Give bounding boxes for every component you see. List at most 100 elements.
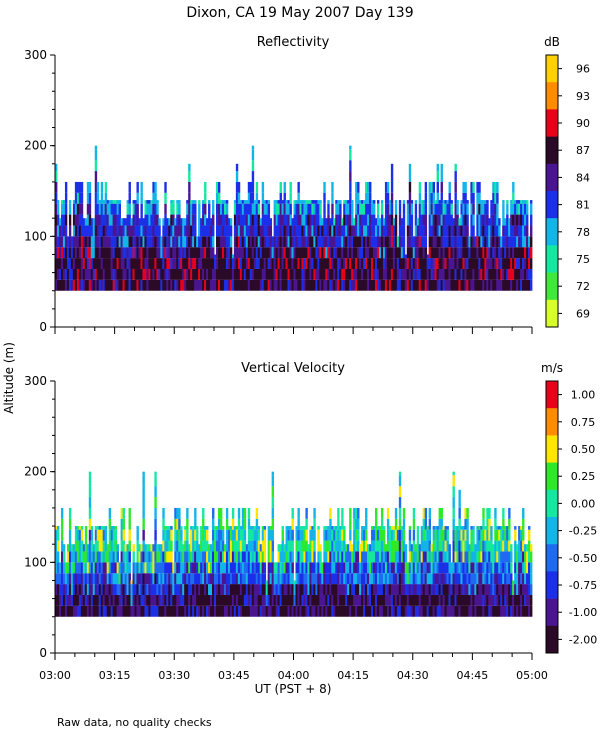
reflectivity-gate: [492, 203, 495, 215]
reflectivity-gate: [204, 258, 207, 269]
vertical-velocity-gate: [172, 562, 175, 574]
reflectivity-gate: [365, 268, 368, 280]
reflectivity-gate: [305, 268, 308, 280]
vertical-velocity-gate: [402, 594, 406, 606]
vertical-velocity-gate: [456, 584, 459, 595]
reflectivity-gate: [62, 279, 66, 291]
reflectivity-gate: [436, 268, 439, 280]
reflectivity-gate: [394, 247, 398, 259]
reflectivity-gate: [68, 214, 72, 226]
reflectivity-gate: [94, 203, 98, 215]
reflectivity-gate: [347, 200, 350, 204]
vertical-velocity-gate: [390, 573, 394, 585]
reflectivity-gate: [347, 279, 350, 291]
vertical-velocity-gate: [70, 551, 74, 563]
vertical-velocity-gate: [114, 573, 118, 585]
vertical-velocity-gate: [392, 584, 396, 595]
vertical-velocity-gate: [172, 584, 175, 595]
reflectivity-gate: [176, 268, 179, 280]
reflectivity-gate: [148, 203, 151, 215]
reflectivity-gate: [221, 214, 225, 226]
vertical-velocity-gate: [490, 573, 493, 585]
vertical-velocity-column: [245, 544, 249, 617]
reflectivity-gate: [245, 214, 249, 226]
reflectivity-gate: [58, 247, 62, 259]
reflectivity-column: [315, 200, 318, 291]
vertical-velocity-gate: [74, 584, 78, 595]
vertical-velocity-gate: [514, 605, 517, 617]
vertical-velocity-gate: [190, 529, 193, 541]
reflectivity-gate: [428, 247, 432, 259]
vertical-velocity-gate: [289, 551, 292, 563]
vertical-velocity-gate: [60, 518, 64, 530]
reflectivity-gate: [247, 236, 251, 248]
reflectivity-gate: [214, 258, 217, 269]
reflectivity-gate: [68, 268, 72, 280]
reflectivity-gate: [152, 181, 155, 193]
reflectivity-gate: [378, 218, 382, 226]
reflectivity-gate: [182, 268, 185, 280]
vertical-velocity-gate: [217, 507, 221, 519]
reflectivity-gate: [436, 163, 439, 172]
reflectivity-gate: [470, 203, 473, 215]
vertical-velocity-gate: [221, 540, 225, 552]
vertical-velocity-gate: [353, 518, 356, 530]
reflectivity-column: [305, 200, 308, 291]
vertical-velocity-gate: [448, 551, 451, 563]
reflectivity-gate: [152, 258, 155, 269]
reflectivity-gate: [428, 192, 432, 204]
vertical-velocity-gate: [152, 594, 155, 606]
reflectivity-gate: [265, 258, 269, 269]
reflectivity-gate: [390, 203, 394, 215]
vertical-velocity-gate: [84, 573, 88, 585]
reflectivity-gate: [396, 236, 400, 248]
vertical-velocity-gate: [345, 562, 348, 574]
reflectivity-gate: [335, 236, 338, 248]
vertical-velocity-gate: [355, 605, 358, 617]
vertical-velocity-gate: [120, 529, 123, 541]
reflectivity-gate: [247, 203, 251, 215]
reflectivity-column: [221, 200, 225, 291]
vertical-velocity-gate: [247, 584, 251, 595]
reflectivity-gate: [124, 247, 127, 259]
reflectivity-gate: [204, 225, 207, 237]
vertical-velocity-gate: [323, 529, 326, 541]
vertical-velocity-gate: [154, 540, 157, 552]
vertical-velocity-gate: [520, 529, 523, 541]
vertical-velocity-column: [301, 526, 304, 617]
vertical-velocity-gate: [134, 605, 137, 617]
reflectivity-gate: [454, 279, 457, 291]
vertical-velocity-gate: [221, 605, 225, 617]
vertical-velocity-gate: [530, 584, 533, 595]
reflectivity-column: [460, 200, 463, 291]
reflectivity-gate: [100, 268, 104, 280]
vertical-velocity-gate: [506, 584, 509, 595]
reflectivity-gate: [327, 268, 330, 280]
reflectivity-gate: [402, 236, 406, 248]
vertical-velocity-gate: [186, 562, 189, 574]
vertical-velocity-column: [144, 544, 147, 617]
vertical-velocity-gate: [263, 594, 267, 606]
reflectivity-gate: [275, 203, 278, 215]
vertical-velocity-column: [170, 526, 173, 617]
reflectivity-gate: [217, 236, 221, 248]
reflectivity-gate: [327, 214, 330, 226]
reflectivity-gate: [98, 236, 102, 248]
vertical-velocity-gate: [156, 551, 159, 563]
vertical-velocity-gate: [494, 573, 497, 585]
reflectivity-gate: [448, 236, 451, 248]
vertical-velocity-gate: [96, 562, 100, 574]
vertical-velocity-gate: [530, 605, 533, 617]
reflectivity-column: [235, 163, 239, 291]
vertical-velocity-gate: [98, 605, 102, 617]
vertical-velocity-column: [227, 526, 231, 617]
vertical-velocity-gate: [526, 605, 529, 617]
reflectivity-gate: [321, 279, 324, 291]
reflectivity-gate: [291, 268, 294, 280]
reflectivity-gate: [251, 279, 255, 291]
reflectivity-gate: [472, 258, 475, 269]
reflectivity-gate: [55, 258, 58, 269]
vertical-velocity-gate: [126, 594, 129, 606]
reflectivity-gate: [275, 247, 278, 259]
vertical-velocity-gate: [237, 551, 241, 563]
